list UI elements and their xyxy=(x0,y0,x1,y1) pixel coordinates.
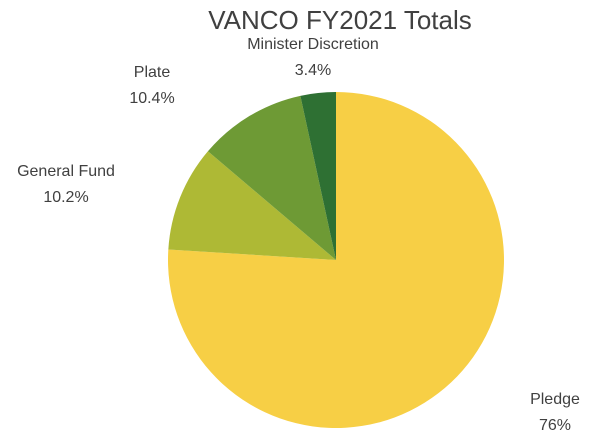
chart-title: VANCO FY2021 Totals xyxy=(208,5,472,35)
slice-label: General Fund xyxy=(17,163,115,180)
slice-value-label: 10.4% xyxy=(129,90,174,107)
slice-label: Plate xyxy=(134,64,171,81)
slice-value-label: 3.4% xyxy=(295,62,331,79)
slice-label: Pledge xyxy=(530,391,580,408)
pie-slice xyxy=(168,151,336,260)
slice-value-label: 10.2% xyxy=(43,189,88,206)
slice-value-label: 76% xyxy=(539,417,571,432)
slice-label: Minister Discretion xyxy=(247,36,379,53)
pie-slice xyxy=(300,92,336,260)
pie-slice xyxy=(207,95,336,260)
